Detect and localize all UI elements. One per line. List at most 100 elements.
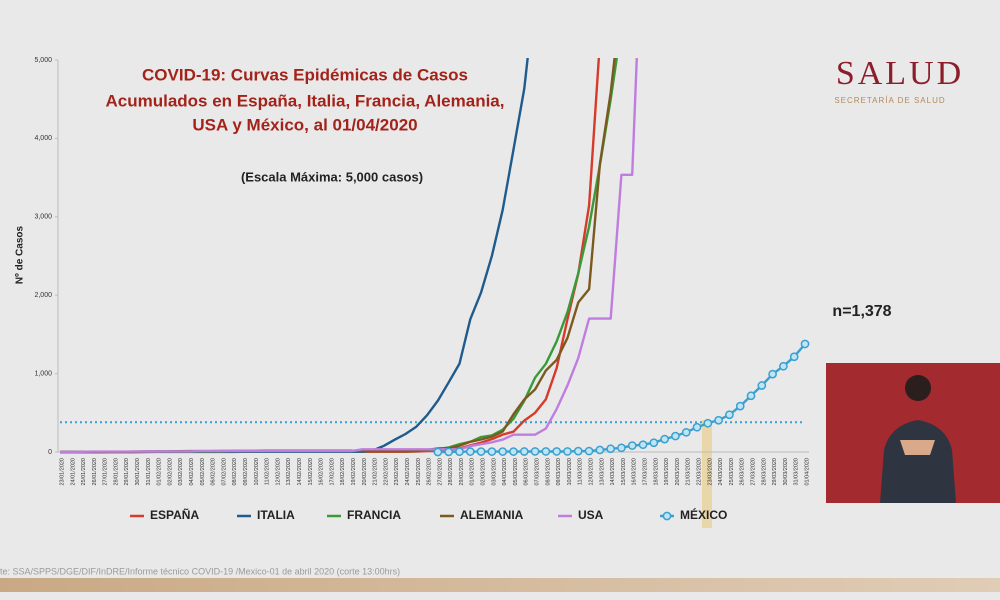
point [509, 447, 518, 456]
point [595, 445, 605, 455]
x-tick-label: 18/02/2020 [340, 458, 346, 486]
point [498, 447, 508, 456]
x-tick-label: 02/02/2020 [167, 458, 173, 486]
x-tick-label: 20/02/2020 [362, 458, 368, 486]
point [455, 447, 464, 457]
point [692, 422, 702, 432]
point [617, 443, 626, 453]
x-tick-label: 23/03/2020 [707, 458, 713, 486]
y-tick-label: 3,000 [34, 214, 52, 221]
title-line: Acumulados en España, Italia, Francia, A… [105, 91, 504, 110]
x-tick-label: 03/03/2020 [491, 458, 497, 486]
x-tick-label: 06/03/2020 [524, 458, 530, 486]
legend-label: ALEMANIA [460, 508, 524, 522]
x-tick-label: 17/03/2020 [642, 458, 648, 486]
x-tick-label: 25/02/2020 [416, 458, 422, 486]
x-tick-label: 13/03/2020 [599, 458, 605, 486]
legend-label: ESPAÑA [150, 507, 199, 522]
x-tick-label: 09/03/2020 [556, 458, 562, 486]
point [746, 391, 756, 401]
point [768, 369, 777, 379]
point [444, 447, 454, 457]
point [530, 447, 540, 456]
point [757, 381, 767, 390]
point [487, 447, 497, 456]
phase-highlight [702, 420, 712, 528]
footer-band [0, 578, 1000, 592]
point [671, 431, 680, 441]
x-tick-label: 07/02/2020 [221, 458, 227, 486]
point [735, 401, 745, 411]
x-tick-label: 02/03/2020 [481, 458, 487, 486]
legend-label: USA [578, 508, 604, 522]
x-tick-label: 16/03/2020 [632, 458, 638, 486]
x-tick-label: 11/02/2020 [265, 458, 271, 485]
x-tick-label: 25/01/2020 [81, 458, 87, 486]
point [573, 446, 583, 456]
x-tick-label: 04/03/2020 [502, 458, 508, 486]
x-tick-label: 28/02/2020 [448, 458, 454, 486]
x-tick-label: 05/02/2020 [200, 458, 206, 486]
x-tick-label: 24/01/2020 [70, 458, 76, 486]
x-tick-label: 14/02/2020 [297, 458, 303, 486]
point [703, 418, 713, 428]
x-tick-label: 29/02/2020 [459, 458, 465, 486]
x-tick-label: 13/02/2020 [286, 458, 292, 486]
x-tick-label: 01/04/2020 [804, 458, 810, 486]
point [627, 441, 637, 450]
x-tick-label: 27/03/2020 [750, 458, 756, 486]
x-tick-label: 19/02/2020 [351, 458, 357, 486]
x-tick-label: 01/02/2020 [157, 458, 163, 486]
legend-label: FRANCIA [347, 508, 401, 522]
legend-label: MÉXICO [680, 507, 727, 522]
point [606, 444, 616, 454]
x-tick-label: 29/03/2020 [772, 458, 778, 486]
y-tick-label: 2,000 [34, 292, 52, 299]
point [433, 447, 443, 457]
legend-marker [662, 511, 672, 521]
title-line: COVID-19: Curvas Epidémicas de Casos [142, 65, 468, 84]
x-tick-label: 26/03/2020 [740, 458, 746, 486]
x-tick-label: 06/02/2020 [211, 458, 217, 486]
brand: SALUD [836, 55, 964, 92]
point [681, 427, 691, 437]
x-tick-label: 31/03/2020 [794, 458, 800, 486]
point [789, 352, 799, 362]
title-line: USA y México, al 01/04/2020 [192, 115, 417, 134]
legend-label: ITALIA [257, 508, 295, 522]
point [584, 446, 594, 456]
x-tick-label: 15/03/2020 [621, 458, 627, 486]
x-tick-label: 05/03/2020 [513, 458, 519, 486]
x-tick-label: 21/02/2020 [373, 458, 379, 486]
point [660, 434, 669, 444]
x-tick-label: 20/03/2020 [675, 458, 681, 486]
x-tick-label: 08/03/2020 [545, 458, 551, 486]
x-tick-label: 26/01/2020 [92, 458, 98, 486]
y-tick-label: 4,000 [34, 135, 52, 142]
x-tick-label: 23/02/2020 [394, 458, 400, 486]
x-tick-label: 12/02/2020 [275, 458, 281, 486]
chart-subtitle: (Escala Máxima: 5,000 casos) [241, 169, 423, 184]
point [476, 447, 486, 456]
x-tick-label: 30/03/2020 [783, 458, 789, 486]
point [800, 339, 810, 349]
source-note: te: SSA/SPPS/DGE/DIF/InDRE/Informe técni… [0, 566, 400, 576]
point [779, 361, 788, 371]
x-tick-label: 11/03/2020 [578, 458, 584, 485]
x-tick-label: 21/03/2020 [686, 458, 692, 486]
x-tick-label: 15/02/2020 [308, 458, 314, 486]
y-tick-label: 1,000 [34, 370, 52, 377]
x-tick-label: 24/03/2020 [718, 458, 724, 486]
x-tick-label: 22/03/2020 [696, 458, 702, 486]
point [552, 447, 562, 456]
x-tick-label: 24/02/2020 [405, 458, 411, 486]
x-tick-label: 30/01/2020 [135, 458, 141, 486]
brand-subtitle: SECRETARÍA DE SALUD [834, 96, 945, 105]
x-tick-label: 12/03/2020 [589, 458, 595, 486]
point [714, 415, 723, 425]
x-tick-label: 18/03/2020 [653, 458, 659, 486]
x-tick-label: 26/02/2020 [427, 458, 433, 486]
point [541, 447, 551, 456]
x-tick-label: 28/03/2020 [761, 458, 767, 486]
